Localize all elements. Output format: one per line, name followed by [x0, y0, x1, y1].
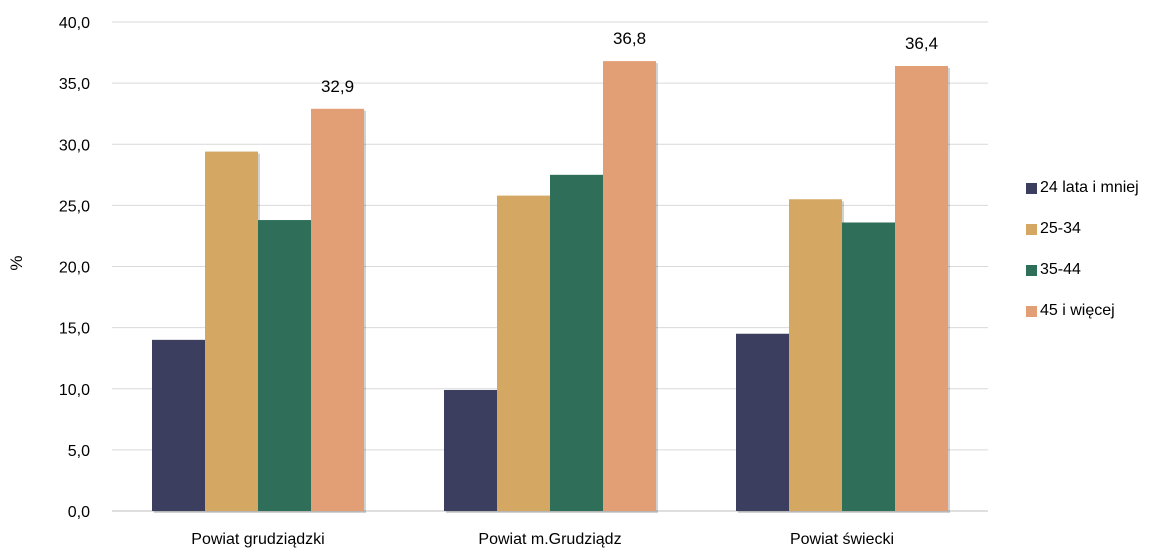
bar — [842, 222, 895, 512]
y-tick-label: 40,0 — [59, 15, 90, 32]
y-tick-label: 5,0 — [68, 443, 90, 460]
bar — [205, 151, 258, 511]
data-label: 36,8 — [613, 29, 646, 48]
y-axis-label: % — [7, 255, 26, 270]
legend-swatch — [1026, 305, 1037, 317]
bar — [258, 220, 311, 512]
y-tick-labels: 0,0 5,0 10,0 15,0 20,0 25,0 30,0 35,0 40,0 — [59, 15, 90, 521]
data-label: 32,9 — [321, 77, 354, 96]
bar — [736, 333, 789, 511]
category-label: Powiat świecki — [790, 531, 894, 548]
legend-item: 35-44 — [1026, 260, 1139, 280]
y-tick-label: 35,0 — [59, 76, 90, 93]
legend-item: 25-34 — [1026, 219, 1139, 239]
legend-swatch — [1026, 223, 1037, 235]
bar — [497, 195, 550, 511]
legend-swatch — [1026, 182, 1037, 194]
legend-item: 24 lata i mniej — [1026, 178, 1139, 198]
bar — [603, 61, 656, 512]
data-labels: 32,9 36,8 36,4 — [321, 29, 938, 96]
bar — [550, 174, 603, 511]
bar — [152, 339, 205, 511]
category-label: Powiat grudziądzki — [191, 531, 324, 548]
legend-label: 24 lata i mniej — [1040, 179, 1139, 196]
legend-label: 35-44 — [1040, 261, 1081, 278]
bar — [311, 108, 364, 512]
legend-swatch — [1026, 264, 1037, 276]
y-tick-label: 15,0 — [59, 321, 90, 338]
category-label: Powiat m.Grudziądz — [478, 531, 621, 548]
category-labels: Powiat grudziądzki Powiat m.Grudziądz Powi… — [191, 531, 894, 548]
y-tick-label: 30,0 — [59, 137, 90, 154]
data-label: 36,4 — [905, 34, 938, 53]
legend-label: 25-34 — [1040, 220, 1081, 237]
bar — [895, 66, 948, 511]
y-tick-label: 20,0 — [59, 260, 90, 277]
legend-label: 45 i więcej — [1040, 302, 1115, 319]
legend: 24 lata i mniej 25-34 35-44 45 i więcej — [1026, 178, 1139, 342]
y-tick-label: 25,0 — [59, 198, 90, 215]
bars — [152, 61, 950, 514]
legend-item: 45 i więcej — [1026, 301, 1139, 321]
y-tick-label: 0,0 — [68, 504, 90, 521]
bar — [444, 389, 497, 511]
bar — [789, 199, 842, 511]
y-tick-label: 10,0 — [59, 382, 90, 399]
